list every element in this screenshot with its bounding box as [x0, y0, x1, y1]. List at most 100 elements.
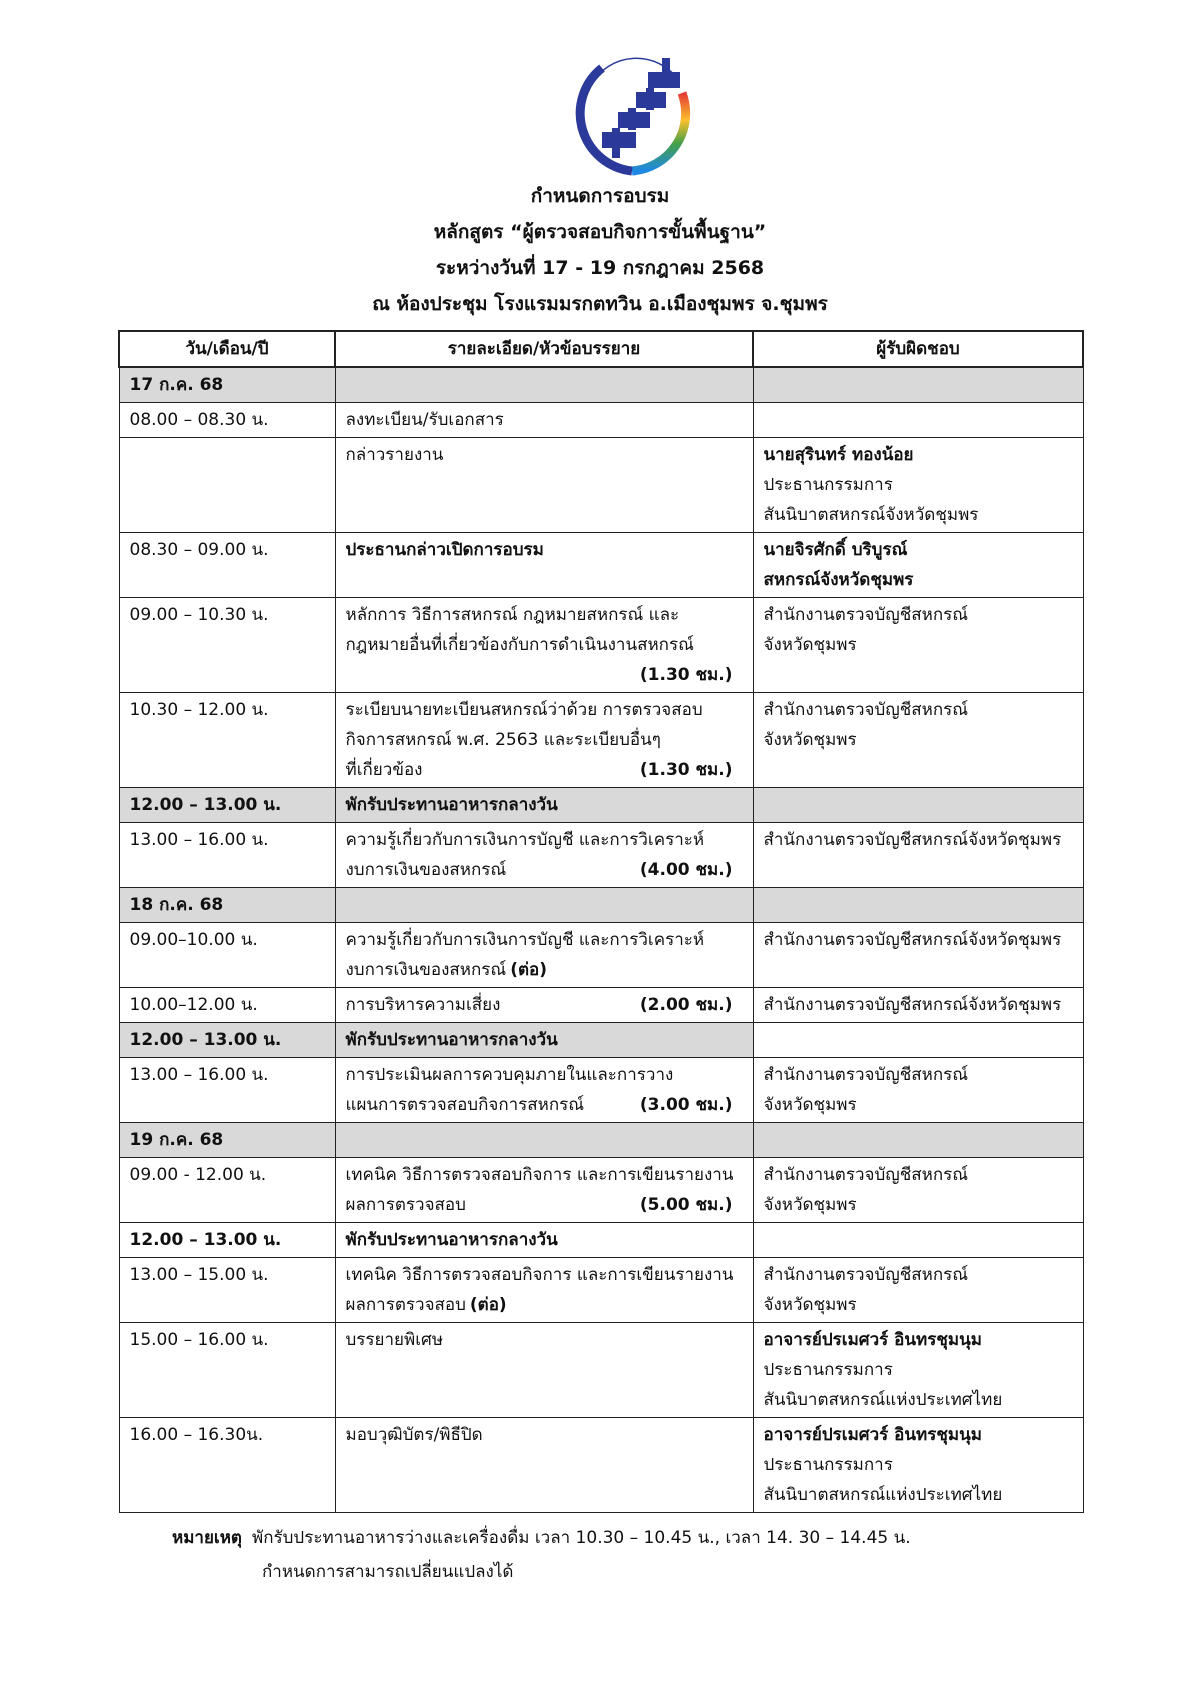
lunch-row: 12.00 – 13.00 น. พักรับประทานอาหารกลางวัน [118, 1022, 1084, 1058]
responsible-cell: อาจารย์ปรเมศวร์ อินทรชุมนุมประธานกรรมการ… [752, 1417, 1084, 1513]
time-cell: 10.00–12.00 น. [118, 987, 336, 1023]
detail-cell: มอบวุฒิบัตร/พิธีปิด [334, 1417, 754, 1513]
duration: (4.00 ชม.) [639, 860, 733, 880]
cell-line: บรรยายพิเศษ [346, 1325, 743, 1355]
responsible-cell [752, 1022, 1084, 1058]
table-row: 13.00 – 16.00 น. ความรู้เกี่ยวกับการเงินก… [118, 822, 1084, 888]
title: กำหนดการอบรม [530, 185, 670, 207]
cell-line: อาจารย์ปรเมศวร์ อินทรชุมนุม [764, 1325, 1073, 1355]
table-row: 09.00 – 10.30 น. หลักการ วิธีการสหกรณ์ กฎ… [118, 597, 1084, 693]
line-text: การประเมินผลการควบคุมภายในและการวาง [345, 1065, 674, 1085]
cell-line: ประธานกรรมการ [764, 1355, 1073, 1385]
responsible-cell: นายสุรินทร์ ทองน้อย ประธานกรรมการ สันนิบาต… [752, 437, 1084, 533]
cell-line: สำนักงานตรวจบัญชีสหกรณ์ [764, 695, 1073, 725]
cell-line: พักรับประทานอาหารกลางวัน [346, 790, 743, 820]
cell-line: สันนิบาตสหกรณ์แห่งประเทศไทย [764, 1480, 1073, 1510]
detail-cell: ลงทะเบียน/รับเอกสาร [334, 402, 754, 438]
detail-cell: ระเบียบนายทะเบียนสหกรณ์ว่าด้วย การตรวจสอ… [334, 692, 754, 788]
table-row: 13.00 – 15.00 น. เทคนิค วิธีการตรวจสอบกิจ… [118, 1257, 1084, 1323]
day-label: 18 ก.ค. 68 [118, 887, 336, 923]
table-row: 08.00 – 08.30 น. ลงทะเบียน/รับเอกสาร [118, 402, 1084, 438]
cell-line: สันนิบาตสหกรณ์แห่งประเทศไทย [764, 1385, 1073, 1415]
line-text: สำนักงานตรวจบัญชีสหกรณ์ [763, 1065, 969, 1085]
column-header-responsible: ผู้รับผิดชอบ [752, 330, 1084, 368]
duration: (1.30 ชม.) [639, 760, 733, 780]
line-text: อาจารย์ปรเมศวร์ อินทรชุมนุม [763, 1425, 982, 1445]
time-cell: 10.30 – 12.00 น. [118, 692, 336, 788]
duration: (3.00 ชม.) [639, 1095, 733, 1115]
responsible-cell: นายจิรศักดิ์ บริบูรณ์ สหกรณ์จังหวัดชุมพร [752, 532, 1084, 598]
time-cell: 08.30 – 09.00 น. [118, 532, 336, 598]
footnote: หมายเหตุ พักรับประทานอาหารว่างและเครื่องด… [172, 1521, 1132, 1589]
responsible-cell [752, 1222, 1084, 1258]
note-text: พักรับประทานอาหารว่างและเครื่องดื่ม เวลา… [251, 1528, 911, 1548]
time-cell: 13.00 – 15.00 น. [118, 1257, 336, 1323]
cell-line: สหกรณ์จังหวัดชุมพร [764, 565, 1073, 595]
document-header: กำหนดการอบรม หลักสูตร “ผู้ตรวจสอบกิจการข… [0, 178, 1200, 322]
cell-line: การบริหารความเสี่ยง (2.00 ชม.) [346, 990, 743, 1020]
line-text: ระเบียบนายทะเบียนสหกรณ์ว่าด้วย การตรวจสอ… [345, 700, 703, 720]
time-cell: 12.00 – 13.00 น. [118, 1022, 336, 1058]
line-text: พักรับประทานอาหารกลางวัน [345, 795, 558, 815]
day-row: 18 ก.ค. 68 [118, 887, 1084, 923]
table-row: 09.00 - 12.00 น. เทคนิค วิธีการตรวจสอบกิจ… [118, 1157, 1084, 1223]
detail-cell: ประธานกล่าวเปิดการอบรม [334, 532, 754, 598]
note-label: หมายเหตุ [172, 1528, 242, 1548]
line-text: หลักการ วิธีการสหกรณ์ กฎหมายสหกรณ์ และ [345, 605, 680, 625]
time-cell: 08.00 – 08.30 น. [118, 402, 336, 438]
line-text: การบริหารความเสี่ยง [345, 995, 501, 1015]
cell-line: เทคนิค วิธีการตรวจสอบกิจการ และการเขียนร… [346, 1160, 743, 1190]
day-label: 17 ก.ค. 68 [118, 366, 336, 403]
cell-line: สำนักงานตรวจบัญชีสหกรณ์ [764, 1060, 1073, 1090]
column-header-date: วัน/เดือน/ปี [118, 330, 336, 368]
cell-line: ประธานกล่าวเปิดการอบรม [346, 535, 743, 565]
line-text: สำนักงานตรวจบัญชีสหกรณ์ [763, 1165, 969, 1185]
line-text: จังหวัดชุมพร [763, 635, 857, 655]
time-cell: 13.00 – 16.00 น. [118, 822, 336, 888]
empty-cell [334, 1122, 754, 1158]
detail-cell: ความรู้เกี่ยวกับการเงินการบัญชี และการวิ… [334, 922, 754, 988]
cell-line: สำนักงานตรวจบัญชีสหกรณ์ [764, 600, 1073, 630]
line-text: ความรู้เกี่ยวกับการเงินการบัญชี และการวิ… [345, 830, 705, 850]
time-cell: 09.00–10.00 น. [118, 922, 336, 988]
cell-line: พักรับประทานอาหารกลางวัน [346, 1025, 743, 1055]
cell-line: ประธานกรรมการ [764, 1450, 1073, 1480]
line-text: เทคนิค วิธีการตรวจสอบกิจการ และการเขียนร… [345, 1265, 734, 1285]
continued-marker: (ต่อ) [510, 960, 547, 980]
cell-line: ระเบียบนายทะเบียนสหกรณ์ว่าด้วย การตรวจสอ… [346, 695, 743, 725]
time-cell: 13.00 – 16.00 น. [118, 1057, 336, 1123]
table-row: กล่าวรายงาน นายสุรินทร์ ทองน้อย ประธานกรรม… [118, 437, 1084, 533]
time-cell: 09.00 – 10.30 น. [118, 597, 336, 693]
detail-cell: ความรู้เกี่ยวกับการเงินการบัญชี และการวิ… [334, 822, 754, 888]
empty-cell [334, 887, 754, 923]
cell-line: สำนักงานตรวจบัญชีสหกรณ์ [764, 1160, 1073, 1190]
line-text: ผลการตรวจสอบ [345, 1295, 466, 1315]
line-text: งบการเงินของสหกรณ์ [345, 960, 507, 980]
detail-cell: พักรับประทานอาหารกลางวัน [334, 1022, 754, 1058]
empty-cell [752, 366, 1084, 403]
cell-line: ผลการตรวจสอบ (ต่อ) [346, 1290, 743, 1320]
cell-line: สำนักงานตรวจบัญชีสหกรณ์จังหวัดชุมพร [764, 990, 1073, 1020]
cell-line: สำนักงานตรวจบัญชีสหกรณ์จังหวัดชุมพร [764, 825, 1073, 855]
detail-cell: เทคนิค วิธีการตรวจสอบกิจการ และการเขียนร… [334, 1257, 754, 1323]
cell-line: กฎหมายอื่นที่เกี่ยวข้องกับการดำเนินงานสห… [346, 630, 743, 660]
responsible-cell: สำนักงานตรวจบัญชีสหกรณ์จังหวัดชุมพร [752, 822, 1084, 888]
responsible-cell: สำนักงานตรวจบัญชีสหกรณ์จังหวัดชุมพร [752, 1257, 1084, 1323]
line-text: ประธานกรรมการ [763, 1455, 893, 1475]
line-text: จังหวัดชุมพร [763, 1295, 857, 1315]
table-row: 15.00 – 16.00 น. บรรยายพิเศษ อาจารย์ปรเมศว… [118, 1322, 1084, 1418]
table-row: 10.00–12.00 น. การบริหารความเสี่ยง (2.00 ช… [118, 987, 1084, 1023]
line-text: สันนิบาตสหกรณ์แห่งประเทศไทย [763, 1485, 1003, 1505]
line-text: ประธานกรรมการ [763, 1360, 893, 1380]
continued-marker: (ต่อ) [469, 1295, 507, 1315]
cell-line: จังหวัดชุมพร [764, 630, 1073, 660]
cell-line: กล่าวรายงาน [346, 440, 743, 470]
duration: (5.00 ชม.) [639, 1195, 733, 1215]
column-header-detail: รายละเอียด/หัวข้อบรรยาย [334, 330, 754, 368]
cell-line: ที่เกี่ยวข้อง (1.30 ชม.) [346, 755, 743, 785]
line-text: จังหวัดชุมพร [763, 730, 857, 750]
cell-line: กิจการสหกรณ์ พ.ศ. 2563 และระเบียบอื่นๆ [346, 725, 743, 755]
line-text: ลงทะเบียน/รับเอกสาร [345, 410, 504, 430]
detail-cell: การประเมินผลการควบคุมภายในและการวาง แผนกา… [334, 1057, 754, 1123]
time-cell: 09.00 - 12.00 น. [118, 1157, 336, 1223]
